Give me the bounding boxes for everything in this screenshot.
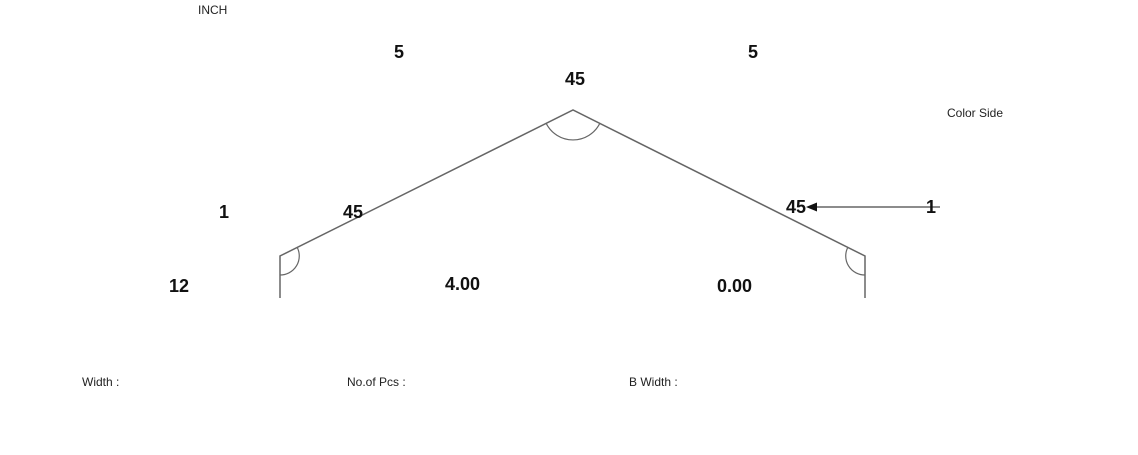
width-label: Width : [82,375,120,389]
left-angle-arc [279,246,300,276]
right-bottom-length: 0.00 [717,276,753,292]
apex-angle-value: 45 [565,69,586,89]
color-side-label: Color Side [947,106,1004,120]
left-hem-length: 1 [219,202,230,222]
bwidth-label: B Width : [629,375,678,389]
color-side-arrowhead [806,202,817,212]
profile-outline [279,109,866,298]
right-angle-value: 45 [786,197,807,217]
apex-angle-arc [545,122,601,141]
center-bottom-length: 4.00 [445,274,481,294]
unit-label: INCH [198,3,228,17]
segment-left-top-length: 5 [394,42,405,62]
segment-right-top-length: 5 [748,42,759,62]
left-angle-value: 45 [343,202,364,222]
right-angle-arc [845,246,866,276]
left-bottom-length: 12 [169,276,190,292]
pcs-label: No.of Pcs : [347,375,406,389]
right-hem-length: 1 [926,197,937,217]
